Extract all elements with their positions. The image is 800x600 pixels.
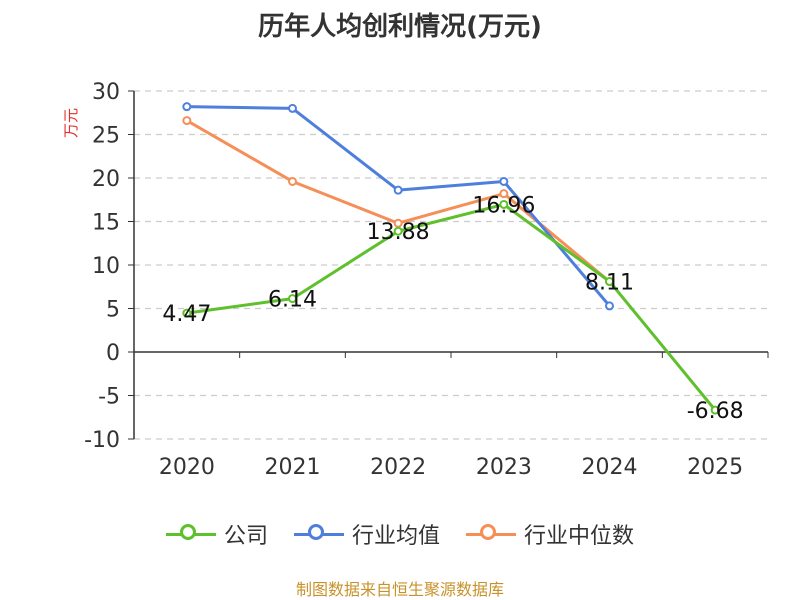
series-line-2 xyxy=(186,119,611,283)
data-point xyxy=(288,176,297,186)
data-point xyxy=(182,102,192,112)
legend-label: 公司 xyxy=(223,524,268,549)
legend-marker-icon xyxy=(165,522,216,546)
y-tick-label: 30 xyxy=(92,80,120,105)
y-tick-label: -5 xyxy=(98,385,120,410)
data-point xyxy=(288,103,297,113)
legend: 公司 行业均值 行业中位数 xyxy=(0,518,800,550)
y-tick-label: 25 xyxy=(92,124,120,149)
legend-label: 行业中位数 xyxy=(524,524,635,549)
source-note: 制图数据来自恒生聚源数据库 xyxy=(295,580,504,599)
y-tick-label: 0 xyxy=(106,341,120,366)
data-point xyxy=(499,189,509,199)
y-tick-label: 10 xyxy=(92,254,120,279)
data-point xyxy=(393,218,403,228)
x-tick-label: 2025 xyxy=(687,455,743,480)
series-line-1 xyxy=(186,105,611,307)
data-labels: 4.47 6.14 13.88 16.96 8.11 -6.68 xyxy=(162,193,743,424)
data-point xyxy=(288,294,297,304)
x-tick-label: 2020 xyxy=(159,455,215,480)
legend-item[interactable]: 行业均值 xyxy=(293,518,440,550)
legend-item[interactable]: 行业中位数 xyxy=(466,518,634,550)
legend-label: 行业均值 xyxy=(351,524,440,549)
legend-item[interactable]: 公司 xyxy=(165,518,268,550)
chart-title: 历年人均创利情况(万元) xyxy=(258,12,542,42)
axes: 30 25 20 15 10 5 0 -5 -10 2020 2021 2022 2023 2024 202… xyxy=(84,80,769,480)
x-tick-label: 2024 xyxy=(582,455,638,480)
data-label: 6.14 xyxy=(268,288,317,313)
data-point xyxy=(182,308,192,318)
y-tick-label: 5 xyxy=(106,298,120,323)
data-point xyxy=(393,226,403,236)
data-label: -6.68 xyxy=(687,399,744,424)
series-layer xyxy=(182,102,720,415)
x-tick-label: 2023 xyxy=(476,455,532,480)
y-tick-label: 20 xyxy=(92,167,120,192)
legend-marker-icon xyxy=(466,522,516,546)
data-point xyxy=(710,405,720,415)
data-label: 8.11 xyxy=(585,270,634,295)
y-tick-label: -10 xyxy=(84,428,120,453)
x-tick-label: 2022 xyxy=(370,455,426,480)
data-point xyxy=(605,276,614,286)
x-tick-label: 2021 xyxy=(265,455,321,480)
data-point xyxy=(499,199,509,209)
series-line-0 xyxy=(186,202,717,412)
data-point xyxy=(182,116,192,126)
data-label: 4.47 xyxy=(162,302,211,327)
data-point xyxy=(605,301,614,311)
legend-marker-icon xyxy=(293,522,344,546)
data-label: 13.88 xyxy=(367,220,430,245)
data-label: 16.96 xyxy=(472,193,535,218)
grid-lines xyxy=(134,90,768,440)
y-tick-label: 15 xyxy=(92,211,120,236)
data-point xyxy=(393,185,403,195)
data-point xyxy=(499,176,509,186)
